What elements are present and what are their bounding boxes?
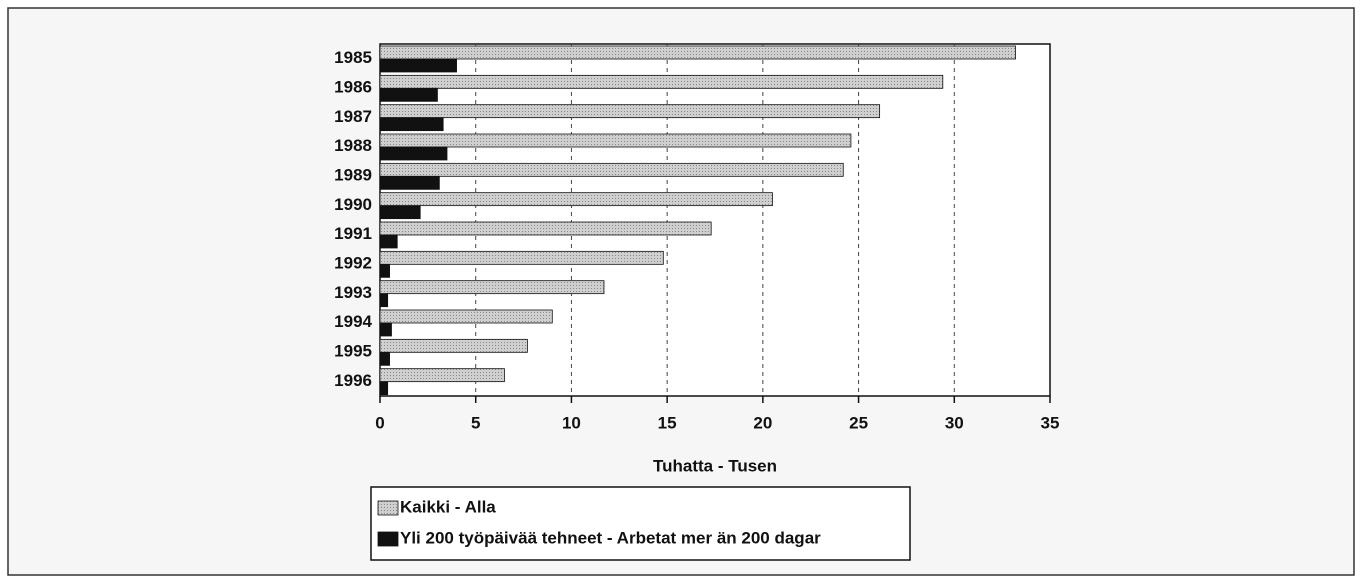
legend-swatch: [377, 531, 399, 547]
x-tick-label: 20: [753, 413, 772, 432]
y-tick-label: 1989: [334, 165, 372, 184]
bar: [379, 322, 392, 337]
bar: [379, 234, 398, 249]
legend-label: Yli 200 työpäivää tehneet - Arbetat mer …: [400, 528, 821, 547]
x-tick-label: 5: [471, 413, 480, 432]
bar: [379, 87, 438, 102]
bar: [379, 280, 605, 295]
bar: [379, 263, 390, 278]
y-tick-label: 1991: [334, 224, 372, 243]
bar: [379, 146, 448, 161]
bar: [379, 205, 421, 220]
bar: [379, 221, 712, 236]
y-tick-label: 1986: [334, 77, 372, 96]
y-tick-label: 1988: [334, 136, 372, 155]
bar: [379, 45, 1016, 60]
legend-swatch: [377, 500, 399, 516]
bar: [379, 74, 944, 89]
bar: [379, 351, 390, 366]
y-tick-label: 1993: [334, 283, 372, 302]
plot-area: [379, 43, 1051, 397]
bar: [379, 117, 444, 132]
x-tick-label: 25: [849, 413, 868, 432]
x-tick-label: 10: [562, 413, 581, 432]
y-tick-label: 1987: [334, 107, 372, 126]
x-tick-label: 35: [1041, 413, 1060, 432]
y-tick-label: 1985: [334, 48, 372, 67]
y-tick-label: 1995: [334, 341, 372, 360]
bar: [379, 309, 553, 324]
bar: [379, 338, 528, 353]
bar: [379, 192, 773, 207]
bar: [379, 162, 844, 177]
bar: [379, 175, 440, 190]
bar: [379, 293, 389, 308]
y-tick-label: 1992: [334, 253, 372, 272]
bar: [379, 104, 881, 119]
bar: [379, 58, 457, 73]
x-axis-label: Tuhatta - Tusen: [653, 456, 777, 475]
y-tick-label: 1996: [334, 371, 372, 390]
bar: [379, 381, 389, 396]
bar: [379, 368, 505, 383]
legend-label: Kaikki - Alla: [400, 497, 496, 516]
y-tick-label: 1994: [334, 312, 372, 331]
legend-box: [370, 486, 911, 561]
bar: [379, 133, 852, 148]
x-tick-label: 0: [375, 413, 384, 432]
y-tick-label: 1990: [334, 195, 372, 214]
x-tick-label: 30: [945, 413, 964, 432]
bar: [379, 250, 664, 265]
x-tick-label: 15: [658, 413, 677, 432]
